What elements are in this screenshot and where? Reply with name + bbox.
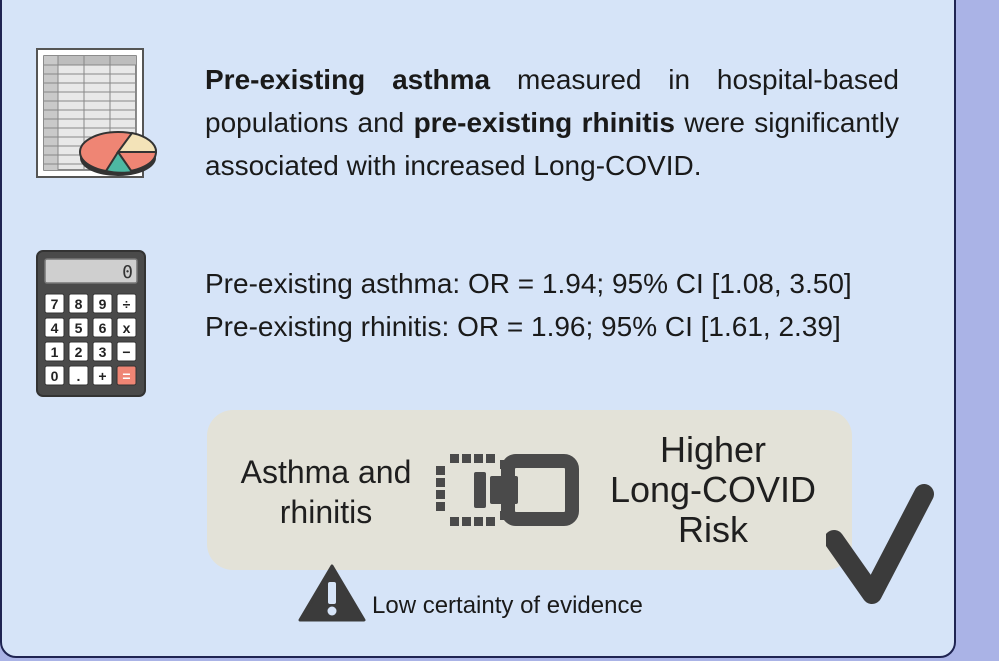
calculator-key-label: x <box>123 320 131 336</box>
summary-middle: measured in hospital-based populations a… <box>205 64 899 138</box>
spreadsheet-pie-chart-icon <box>36 48 158 178</box>
calculator-key-label: = <box>122 368 130 384</box>
calculator-icon: 0 7 8 9 ÷ 4 5 6 x 1 2 3 − 0. + = <box>36 250 146 397</box>
calculator-key <box>116 317 137 338</box>
calculator-key <box>44 317 65 338</box>
result-exposure-line2: rhinitis <box>279 494 373 530</box>
result-outcome: Higher Long-COVID Risk <box>590 430 836 550</box>
result-outcome-line2: Long-COVID <box>609 469 817 510</box>
calculator-key-label: . <box>77 368 81 384</box>
calculator-key <box>44 341 65 362</box>
warning-triangle-icon <box>298 564 366 622</box>
summary-end: were significantly associated with incre… <box>205 107 899 181</box>
calculator-key <box>116 341 137 362</box>
calculator-key-label: 4 <box>51 320 59 336</box>
calculator-display: 0 <box>122 262 133 283</box>
calculator-key <box>92 365 113 386</box>
stat-asthma: Pre-existing asthma: OR = 1.94; 95% CI [… <box>205 268 852 299</box>
result-exposure: Asthma and rhinitis <box>240 452 412 532</box>
calculator-key-label: 6 <box>99 320 107 336</box>
calculator-key-label: 7 <box>51 296 59 312</box>
calculator-key <box>92 341 113 362</box>
calculator-key-label: 5 <box>75 320 83 336</box>
calculator-key-label: 3 <box>99 344 107 360</box>
certainty-label: Low certainty of evidence <box>372 592 643 619</box>
calculator-key <box>116 293 137 314</box>
stat-rhinitis: Pre-existing rhinitis: OR = 1.96; 95% CI… <box>205 311 841 342</box>
calculator-key <box>68 365 89 386</box>
calculator-key <box>44 365 65 386</box>
calculator-key <box>44 293 65 314</box>
calculator-key <box>116 365 137 386</box>
calculator-key <box>68 317 89 338</box>
calculator-key-label: 1 <box>51 344 59 360</box>
calculator-key-label: + <box>98 368 106 384</box>
broken-link-icon <box>436 454 579 526</box>
result-exposure-line1: Asthma and <box>240 454 412 490</box>
calculator-key <box>92 293 113 314</box>
calculator-key <box>92 317 113 338</box>
result-outcome-line1: Higher <box>659 429 767 470</box>
calculator-key <box>68 341 89 362</box>
calculator-key-label: 9 <box>99 296 107 312</box>
result-outcome-line3: Risk <box>678 509 748 550</box>
summary-bold-rhinitis: pre-existing rhinitis <box>413 107 675 138</box>
calculator-key <box>68 293 89 314</box>
calculator-key-label: 8 <box>75 296 83 312</box>
calculator-key-label: − <box>122 344 130 360</box>
calculator-key-label: ÷ <box>123 296 131 312</box>
calculator-key-label: 0 <box>51 368 59 384</box>
summary-text: Pre-existing asthma measured in hospital… <box>205 58 899 187</box>
checkmark-icon <box>826 484 934 604</box>
calculator-key-label: 2 <box>75 344 83 360</box>
summary-bold-asthma: Pre-existing asthma <box>205 64 491 95</box>
